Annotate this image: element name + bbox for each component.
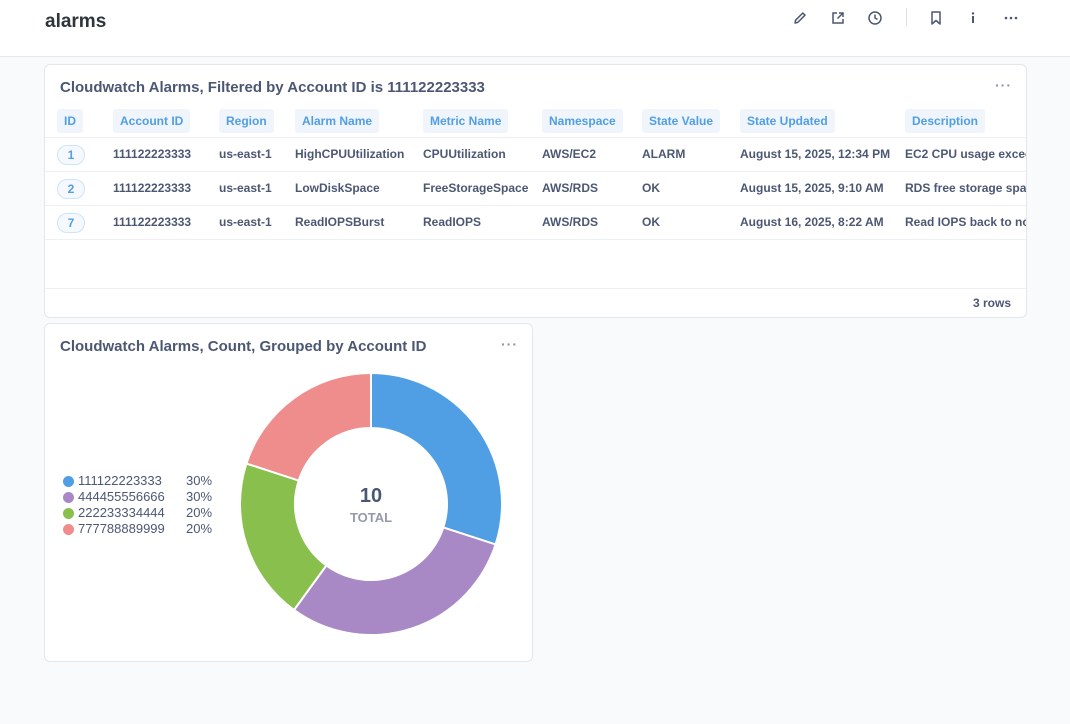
page-title: alarms [45, 11, 107, 32]
legend-item[interactable]: 222233334444 20% [63, 505, 223, 521]
cell-metric-name: ReadIOPS [423, 215, 482, 229]
legend-dot [63, 476, 74, 487]
legend-percent: 20% [186, 505, 213, 520]
legend-dot [63, 508, 74, 519]
cell-region: us-east-1 [219, 215, 272, 229]
cell-description: RDS free storage space [905, 181, 1026, 195]
column-header-alarm-name[interactable]: Alarm Name [295, 109, 380, 133]
legend-item[interactable]: 111122223333 30% [63, 473, 223, 489]
cell-account-id: 111122223333 [113, 181, 192, 195]
pencil-icon[interactable] [790, 8, 810, 28]
table-row[interactable]: 7 111122223333 us-east-1 ReadIOPSBurst R… [45, 206, 1026, 240]
cell-metric-name: CPUUtilization [423, 147, 506, 161]
legend-label: 444455556666 [78, 489, 165, 504]
legend-item[interactable]: 444455556666 30% [63, 489, 223, 505]
legend-dot [63, 492, 74, 503]
cell-state-updated: August 15, 2025, 12:34 PM [740, 147, 891, 161]
legend-label: 222233334444 [78, 505, 165, 520]
chart-card-title: Cloudwatch Alarms, Count, Grouped by Acc… [60, 338, 427, 355]
cell-region: us-east-1 [219, 147, 272, 161]
column-header-state-value[interactable]: State Value [642, 109, 721, 133]
clock-icon[interactable] [865, 8, 885, 28]
row-id-link[interactable]: 2 [57, 179, 85, 199]
cell-alarm-name: ReadIOPSBurst [295, 215, 385, 229]
column-header-region[interactable]: Region [219, 109, 274, 133]
bookmark-icon[interactable] [926, 8, 946, 28]
column-header-state-updated[interactable]: State Updated [740, 109, 835, 133]
row-id-link[interactable]: 1 [57, 145, 85, 165]
cell-description: EC2 CPU usage exceeds [905, 147, 1026, 161]
cell-state-value: OK [642, 181, 660, 195]
donut-total-value: 10 [359, 485, 383, 507]
cell-state-value: OK [642, 215, 660, 229]
page-header: alarms [0, 0, 1070, 57]
alarms-table-card: Cloudwatch Alarms, Filtered by Account I… [44, 64, 1027, 318]
cell-account-id: 111122223333 [113, 147, 192, 161]
table-row[interactable]: 2 111122223333 us-east-1 LowDiskSpace Fr… [45, 172, 1026, 206]
table-row[interactable]: 1 111122223333 us-east-1 HighCPUUtilizat… [45, 138, 1026, 172]
chart-legend: 111122223333 30% 444455556666 30% 222233… [63, 473, 223, 537]
legend-percent: 30% [186, 489, 213, 504]
toolbar-divider [906, 8, 907, 26]
cell-namespace: AWS/RDS [542, 181, 599, 195]
column-header-id[interactable]: ID [57, 109, 83, 133]
donut-chart [239, 371, 503, 636]
more-icon[interactable] [1001, 8, 1021, 28]
donut-total-label: TOTAL [349, 510, 393, 525]
table-card-title: Cloudwatch Alarms, Filtered by Account I… [60, 79, 485, 96]
legend-label: 111122223333 [78, 473, 162, 488]
external-link-icon[interactable] [828, 8, 848, 28]
donut-slice-444455556666[interactable] [292, 526, 497, 636]
column-header-description[interactable]: Description [905, 109, 986, 133]
cell-namespace: AWS/RDS [542, 215, 599, 229]
cell-namespace: AWS/EC2 [542, 147, 597, 161]
donut-slice-777788889999[interactable] [245, 371, 372, 482]
legend-percent: 20% [186, 521, 213, 536]
cell-state-updated: August 15, 2025, 9:10 AM [740, 181, 884, 195]
chart-card-menu-button[interactable]: ··· [501, 336, 518, 352]
column-header-metric-name[interactable]: Metric Name [423, 109, 509, 133]
cell-metric-name: FreeStorageSpace [423, 181, 529, 195]
alarms-table: ID Account ID Region Alarm Name Metric N… [45, 105, 1026, 307]
column-header-account-id[interactable]: Account ID [113, 109, 191, 133]
cell-account-id: 111122223333 [113, 215, 192, 229]
cell-alarm-name: LowDiskSpace [295, 181, 380, 195]
legend-label: 777788889999 [78, 521, 165, 536]
legend-item[interactable]: 777788889999 20% [63, 521, 223, 537]
row-count: 3 rows [972, 296, 1011, 310]
header-divider [45, 137, 1026, 138]
donut-slice-111122223333[interactable] [370, 371, 503, 546]
alarm-count-chart-card: Cloudwatch Alarms, Count, Grouped by Acc… [44, 323, 533, 662]
cell-state-updated: August 16, 2025, 8:22 AM [740, 215, 884, 229]
legend-dot [63, 524, 74, 535]
row-id-link[interactable]: 7 [57, 213, 85, 233]
cell-description: Read IOPS back to norm [905, 215, 1026, 229]
cell-alarm-name: HighCPUUtilization [295, 147, 405, 161]
legend-percent: 30% [186, 473, 213, 488]
table-footer-divider [45, 288, 1026, 289]
cell-region: us-east-1 [219, 181, 272, 195]
info-icon[interactable] [963, 8, 983, 28]
column-header-namespace[interactable]: Namespace [542, 109, 623, 133]
cell-state-value: ALARM [642, 147, 686, 161]
table-card-menu-button[interactable]: ··· [995, 77, 1012, 93]
